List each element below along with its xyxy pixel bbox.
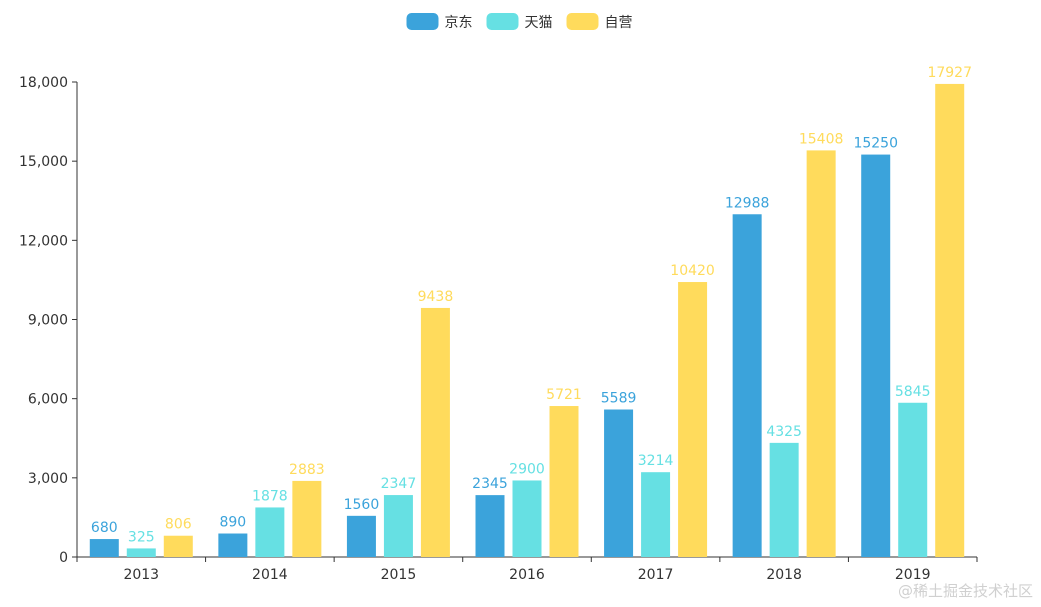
bar[interactable]	[806, 150, 836, 557]
x-tick-label: 2019	[895, 567, 931, 583]
bar[interactable]	[641, 472, 671, 557]
data-label: 5845	[895, 384, 931, 400]
bar[interactable]	[678, 282, 708, 557]
data-label: 2347	[381, 476, 417, 492]
data-label: 2900	[509, 461, 545, 477]
legend-label[interactable]: 京东	[445, 15, 473, 31]
y-tick-label: 0	[59, 550, 68, 566]
bar[interactable]	[292, 480, 322, 557]
bar[interactable]	[126, 548, 156, 557]
bar[interactable]	[512, 480, 542, 557]
data-label: 4325	[766, 424, 802, 440]
data-label: 1560	[344, 497, 380, 513]
x-tick-label: 2014	[252, 567, 288, 583]
watermark: @稀土掘金技术社区	[897, 582, 1033, 600]
bar[interactable]	[549, 406, 579, 557]
x-tick-label: 2015	[381, 567, 417, 583]
data-label: 17927	[927, 65, 972, 81]
data-label: 9438	[418, 289, 454, 305]
x-tick-label: 2018	[766, 567, 802, 583]
y-tick-label: 6,000	[28, 392, 68, 408]
data-label: 325	[128, 529, 155, 545]
x-tick-label: 2017	[638, 567, 674, 583]
data-label: 15408	[799, 131, 844, 147]
bar[interactable]	[163, 535, 193, 557]
y-tick-label: 15,000	[19, 154, 68, 170]
data-label: 2345	[472, 476, 508, 492]
x-tick-label: 2016	[509, 567, 545, 583]
data-label: 806	[165, 517, 192, 533]
legend-swatch[interactable]	[406, 13, 439, 30]
data-label: 2883	[289, 462, 325, 478]
bar[interactable]	[604, 409, 634, 557]
data-label: 680	[91, 520, 118, 536]
bar[interactable]	[383, 495, 413, 557]
data-label: 5589	[601, 391, 637, 407]
data-label: 15250	[853, 136, 898, 152]
bar[interactable]	[732, 214, 762, 557]
bar[interactable]	[898, 402, 928, 557]
data-label: 890	[219, 515, 246, 531]
bar[interactable]	[935, 83, 965, 557]
y-tick-label: 3,000	[28, 471, 68, 487]
legend-label[interactable]: 自营	[605, 15, 633, 31]
bar[interactable]	[420, 307, 450, 557]
bar[interactable]	[475, 495, 505, 557]
y-tick-label: 18,000	[19, 75, 68, 91]
legend-swatch[interactable]	[486, 13, 519, 30]
data-label: 10420	[670, 263, 715, 279]
data-label: 1878	[252, 488, 288, 504]
bar[interactable]	[861, 154, 891, 557]
y-tick-label: 9,000	[28, 313, 68, 329]
data-label: 5721	[546, 387, 582, 403]
bar[interactable]	[89, 539, 119, 557]
bar[interactable]	[255, 507, 285, 557]
legend-label[interactable]: 天猫	[525, 15, 553, 31]
bar[interactable]	[346, 515, 376, 557]
bar[interactable]	[769, 442, 799, 557]
data-label: 3214	[638, 453, 674, 469]
legend-swatch[interactable]	[566, 13, 599, 30]
y-tick-label: 12,000	[19, 233, 68, 249]
data-label: 12988	[725, 195, 770, 211]
bar[interactable]	[218, 533, 248, 557]
x-tick-label: 2013	[123, 567, 159, 583]
